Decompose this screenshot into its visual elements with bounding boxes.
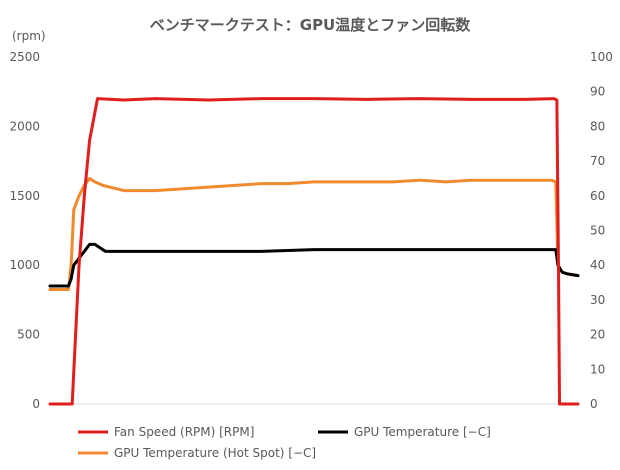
left-tick-label: 1500 xyxy=(9,189,40,203)
left-tick-label: 2000 xyxy=(9,119,40,133)
right-tick-label: 0 xyxy=(590,397,598,411)
legend-label: GPU Temperature [−C] xyxy=(354,425,491,439)
left-axis-ticks: 0 500 1000 1500 2000 2500 xyxy=(9,50,40,411)
right-tick-label: 90 xyxy=(590,85,605,99)
series-layer xyxy=(48,97,580,406)
right-tick-label: 10 xyxy=(590,362,605,376)
right-tick-label: 60 xyxy=(590,189,605,203)
right-axis-ticks: 0 10 20 30 40 50 60 70 80 90 100 xyxy=(590,50,613,411)
series-line-0 xyxy=(48,97,580,406)
series-line-2 xyxy=(48,176,580,291)
y-axis-unit: (rpm) xyxy=(12,29,46,43)
left-tick-label: 1000 xyxy=(9,258,40,272)
right-tick-label: 20 xyxy=(590,328,605,342)
legend: Fan Speed (RPM) [RPM] GPU Temperature [−C… xyxy=(78,425,491,460)
left-tick-label: 2500 xyxy=(9,50,40,64)
right-tick-label: 80 xyxy=(590,119,605,133)
right-tick-label: 100 xyxy=(590,50,613,64)
right-tick-label: 40 xyxy=(590,258,605,272)
right-tick-label: 30 xyxy=(590,293,605,307)
right-tick-label: 50 xyxy=(590,224,605,238)
right-tick-label: 70 xyxy=(590,154,605,168)
legend-label: GPU Temperature (Hot Spot) [−C] xyxy=(114,446,316,460)
legend-label: Fan Speed (RPM) [RPM] xyxy=(114,425,254,439)
series-line-1 xyxy=(48,242,580,288)
chart-title: ベンチマークテスト：GPU温度とファン回転数 xyxy=(150,16,471,34)
left-tick-label: 0 xyxy=(32,397,40,411)
left-tick-label: 500 xyxy=(17,328,40,342)
